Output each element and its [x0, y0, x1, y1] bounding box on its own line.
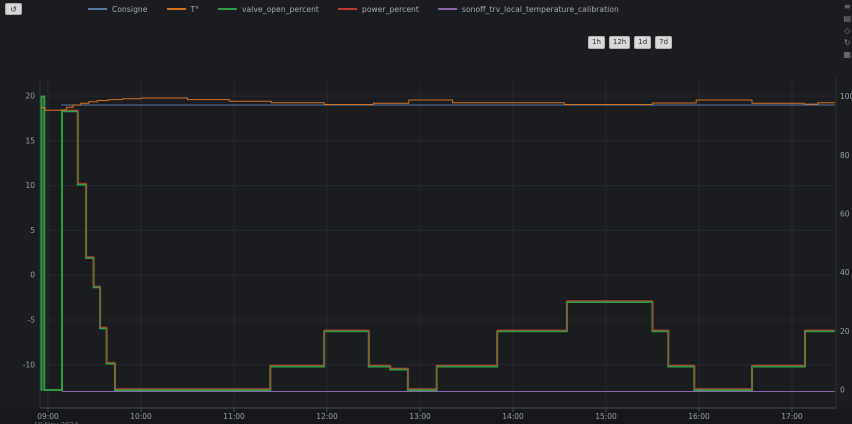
y-left-tick-label: 20: [25, 92, 35, 101]
y-right-tick-label: 20: [840, 327, 850, 336]
y-right-tick-label: 100: [840, 92, 852, 101]
y-right-tick-label: 40: [840, 268, 850, 277]
y-left-tick-label: -10: [23, 360, 35, 369]
legend-item-power-percent[interactable]: power_percent: [337, 4, 419, 14]
y-right-tick-label: 0: [840, 386, 845, 395]
chart-header: ↺ Consigne T° valve_open_percent power_perc…: [0, 0, 852, 18]
range-button-12h[interactable]: 12h: [608, 36, 631, 49]
y-right-tick-label: 80: [840, 151, 850, 160]
y-left-tick-label: 5: [30, 226, 35, 235]
save-image-icon[interactable]: ▦: [843, 50, 851, 59]
range-button-1d[interactable]: 1d: [634, 36, 652, 49]
x-tick-label: 10:00: [130, 412, 152, 421]
x-tick-label: 12:00: [316, 412, 338, 421]
legend-label: sonoff_trv_local_temperature_calibration: [461, 4, 619, 14]
x-tick-label: 14:00: [502, 412, 524, 421]
x-tick-label: 11:00: [223, 412, 245, 421]
legend-line-swatch: [218, 8, 238, 10]
legend-line-swatch: [166, 8, 186, 10]
y-left-tick-label: 10: [25, 181, 35, 190]
series-line-t-: [40, 97, 835, 111]
legend-label: power_percent: [361, 4, 419, 14]
legend-label: valve_open_percent: [242, 4, 319, 14]
y-left-tick-label: 0: [30, 271, 35, 280]
x-axis-date-label: 18 Nov 2024: [34, 421, 79, 424]
x-tick-label: 16:00: [688, 412, 710, 421]
chart-toolbox: ≡ ▤ ◇ ↻ ▦: [843, 2, 851, 59]
chart-legend: Consigne T° valve_open_percent power_percen…: [88, 5, 619, 14]
x-tick-label: 09:00: [37, 412, 59, 421]
y-right-tick-label: 60: [840, 210, 850, 219]
range-preset-buttons: 1h 12h 1d 7d: [588, 36, 673, 49]
legend-line-swatch: [88, 8, 107, 10]
x-tick-label: 15:00: [595, 412, 617, 421]
x-tick-label: 17:00: [781, 412, 803, 421]
magic-type-icon[interactable]: ◇: [844, 26, 851, 35]
data-view-icon[interactable]: ≡: [843, 2, 851, 11]
y-left-tick-label: 15: [25, 136, 35, 145]
x-tick-label: 13:00: [409, 412, 431, 421]
legend-label: Consigne: [112, 4, 148, 14]
legend-line-swatch: [337, 8, 357, 10]
y-left-tick-label: -5: [28, 316, 36, 325]
legend-item-valve-open-percent[interactable]: valve_open_percent: [218, 5, 319, 14]
legend-item-consigne[interactable]: Consigne: [88, 5, 148, 14]
bottom-strip: [0, 409, 852, 424]
series-line-power-percent: [62, 109, 835, 390]
grid-view-icon[interactable]: ▤: [843, 14, 851, 23]
legend-item-sonoff-trv-local-temperature-calibration[interactable]: sonoff_trv_local_temperature_calibration: [437, 4, 619, 14]
legend-line-swatch: [437, 8, 457, 10]
legend-item-t-[interactable]: T°: [166, 4, 200, 14]
reset-zoom-button[interactable]: ↺: [5, 3, 22, 15]
restore-icon[interactable]: ↻: [843, 38, 851, 47]
range-button-1h[interactable]: 1h: [588, 36, 605, 49]
range-button-7d[interactable]: 7d: [655, 36, 673, 49]
legend-label: T°: [190, 4, 200, 14]
